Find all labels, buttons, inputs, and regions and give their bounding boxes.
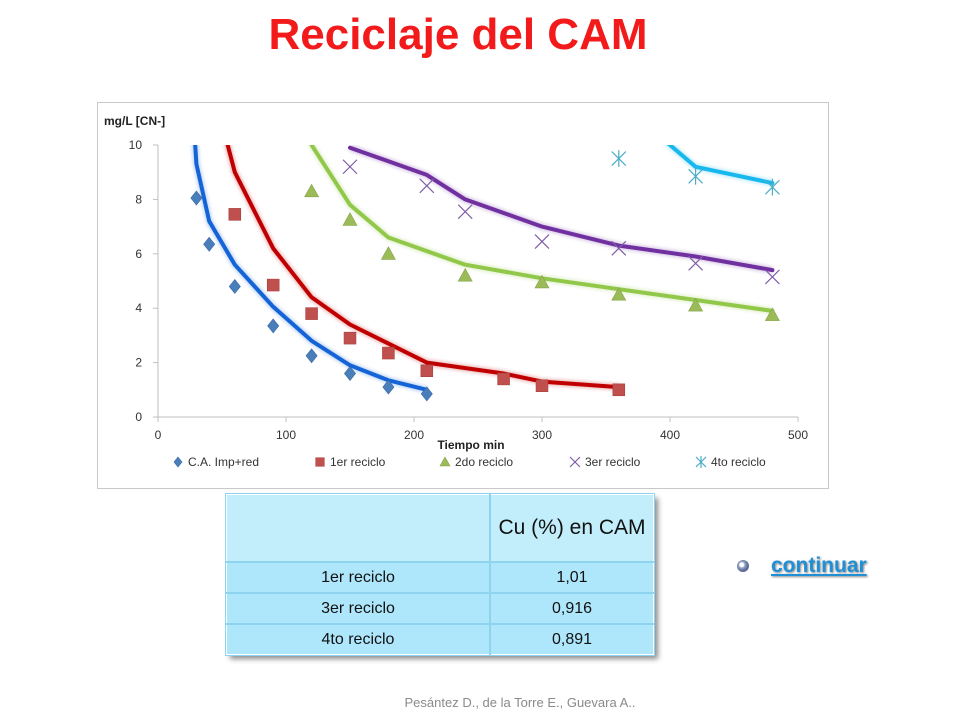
data-point	[611, 240, 627, 256]
data-point	[612, 383, 626, 397]
continue-item: continuar	[737, 554, 867, 578]
data-point	[382, 379, 395, 395]
y-tick-label: 8	[135, 192, 142, 206]
data-point	[380, 246, 396, 260]
marker-stroke	[419, 178, 435, 194]
copper-table: Cu (%) en CAM 1er reciclo 1,01 3er recic…	[225, 493, 655, 656]
legend-marker	[569, 456, 581, 468]
data-point	[764, 307, 780, 321]
x-tick-label: 200	[404, 428, 424, 442]
data-point	[534, 234, 550, 249]
data-point	[420, 386, 433, 402]
data-point	[343, 331, 357, 345]
table-cell: 0,891	[489, 623, 655, 656]
legend-marker	[695, 456, 707, 468]
series-fit-line	[225, 145, 621, 390]
table-cell: 3er reciclo	[225, 592, 491, 625]
data-point	[688, 255, 704, 271]
legend-marker	[173, 456, 183, 468]
data-point	[534, 274, 550, 289]
y-tick-label: 0	[135, 410, 142, 424]
x-axis-label: Tiempo min	[437, 438, 504, 452]
series-fit-glow	[224, 145, 620, 391]
series-fit-line	[309, 145, 775, 313]
data-point	[611, 286, 627, 301]
data-point	[228, 278, 241, 294]
data-point	[203, 236, 216, 252]
marker-stroke	[534, 234, 550, 249]
legend-label: 3er reciclo	[585, 455, 641, 469]
chart-svg: mg/L [CN-] Tiempo min 0 100 200 300 400 500 0 2…	[104, 114, 808, 469]
data-point	[382, 346, 395, 360]
series-fit-line	[193, 145, 429, 392]
y-tick-label: 10	[129, 138, 143, 152]
data-point	[342, 212, 358, 226]
data-point	[535, 379, 549, 392]
data-point	[457, 204, 473, 220]
data-point	[228, 208, 242, 221]
bullet-icon	[737, 560, 749, 572]
data-point	[611, 150, 627, 167]
x-tick-label: 400	[660, 428, 680, 442]
table-cell: 1,01	[489, 561, 655, 594]
x-tick-label: 100	[276, 428, 296, 442]
table-row: 4to reciclo 0,891	[225, 623, 655, 656]
data-point	[190, 190, 203, 206]
data-point	[342, 159, 358, 175]
legend-label: C.A. Imp+red	[188, 455, 259, 469]
series-fit-glow	[664, 145, 774, 187]
x-tick-label: 0	[155, 428, 162, 442]
footer-credits: Pesántez D., de la Torre E., Guevara A..	[404, 695, 636, 710]
data-point	[305, 348, 318, 364]
data-point	[497, 372, 510, 386]
data-point	[420, 364, 434, 378]
y-tick-label: 6	[135, 247, 142, 261]
data-point	[419, 178, 435, 194]
table-cell: 1er reciclo	[225, 561, 491, 594]
y-tick-label: 4	[135, 301, 142, 315]
copper-table-wrapper: Cu (%) en CAM 1er reciclo 1,01 3er recic…	[225, 493, 655, 656]
x-tick-label: 300	[532, 428, 552, 442]
data-point	[305, 307, 318, 320]
data-point	[266, 278, 280, 292]
data-point	[764, 178, 780, 196]
slide-title: Reciclaje del CAM	[268, 10, 648, 59]
data-point	[764, 269, 780, 285]
data-point	[267, 318, 280, 334]
table-header-cell: Cu (%) en CAM	[489, 493, 655, 563]
marker-stroke	[569, 456, 581, 468]
x-tick-label: 500	[788, 428, 808, 442]
data-point	[688, 167, 704, 185]
data-point	[457, 267, 473, 282]
table-cell: 4to reciclo	[225, 623, 491, 656]
legend-marker	[315, 457, 325, 467]
legend-label: 4to reciclo	[711, 455, 766, 469]
y-axis-label: mg/L [CN-]	[104, 114, 165, 128]
data-point	[344, 365, 356, 381]
table-row: 1er reciclo 1,01	[225, 561, 655, 594]
series-fit-line	[666, 145, 775, 186]
marker-stroke	[764, 269, 780, 285]
series-fit-glow	[348, 145, 774, 274]
legend-label: 2do reciclo	[455, 455, 513, 469]
table-header-row: Cu (%) en CAM	[225, 493, 655, 563]
marker-stroke	[342, 159, 358, 175]
table-cell: 0,916	[489, 592, 655, 625]
table-row: 3er reciclo 0,916	[225, 592, 655, 625]
marker-stroke	[457, 204, 473, 220]
data-point	[304, 183, 320, 198]
table-header-cell	[225, 493, 491, 563]
y-tick-label: 2	[135, 356, 142, 370]
continue-link[interactable]: continuar	[771, 554, 867, 577]
chart: mg/L [CN-] Tiempo min 0 100 200 300 400 500 0 2…	[97, 102, 829, 489]
marker-stroke	[611, 240, 627, 256]
data-point	[688, 297, 704, 312]
series-fit-line	[348, 145, 775, 273]
legend-marker	[439, 456, 451, 467]
marker-stroke	[688, 255, 704, 271]
legend-label: 1er reciclo	[330, 455, 386, 469]
